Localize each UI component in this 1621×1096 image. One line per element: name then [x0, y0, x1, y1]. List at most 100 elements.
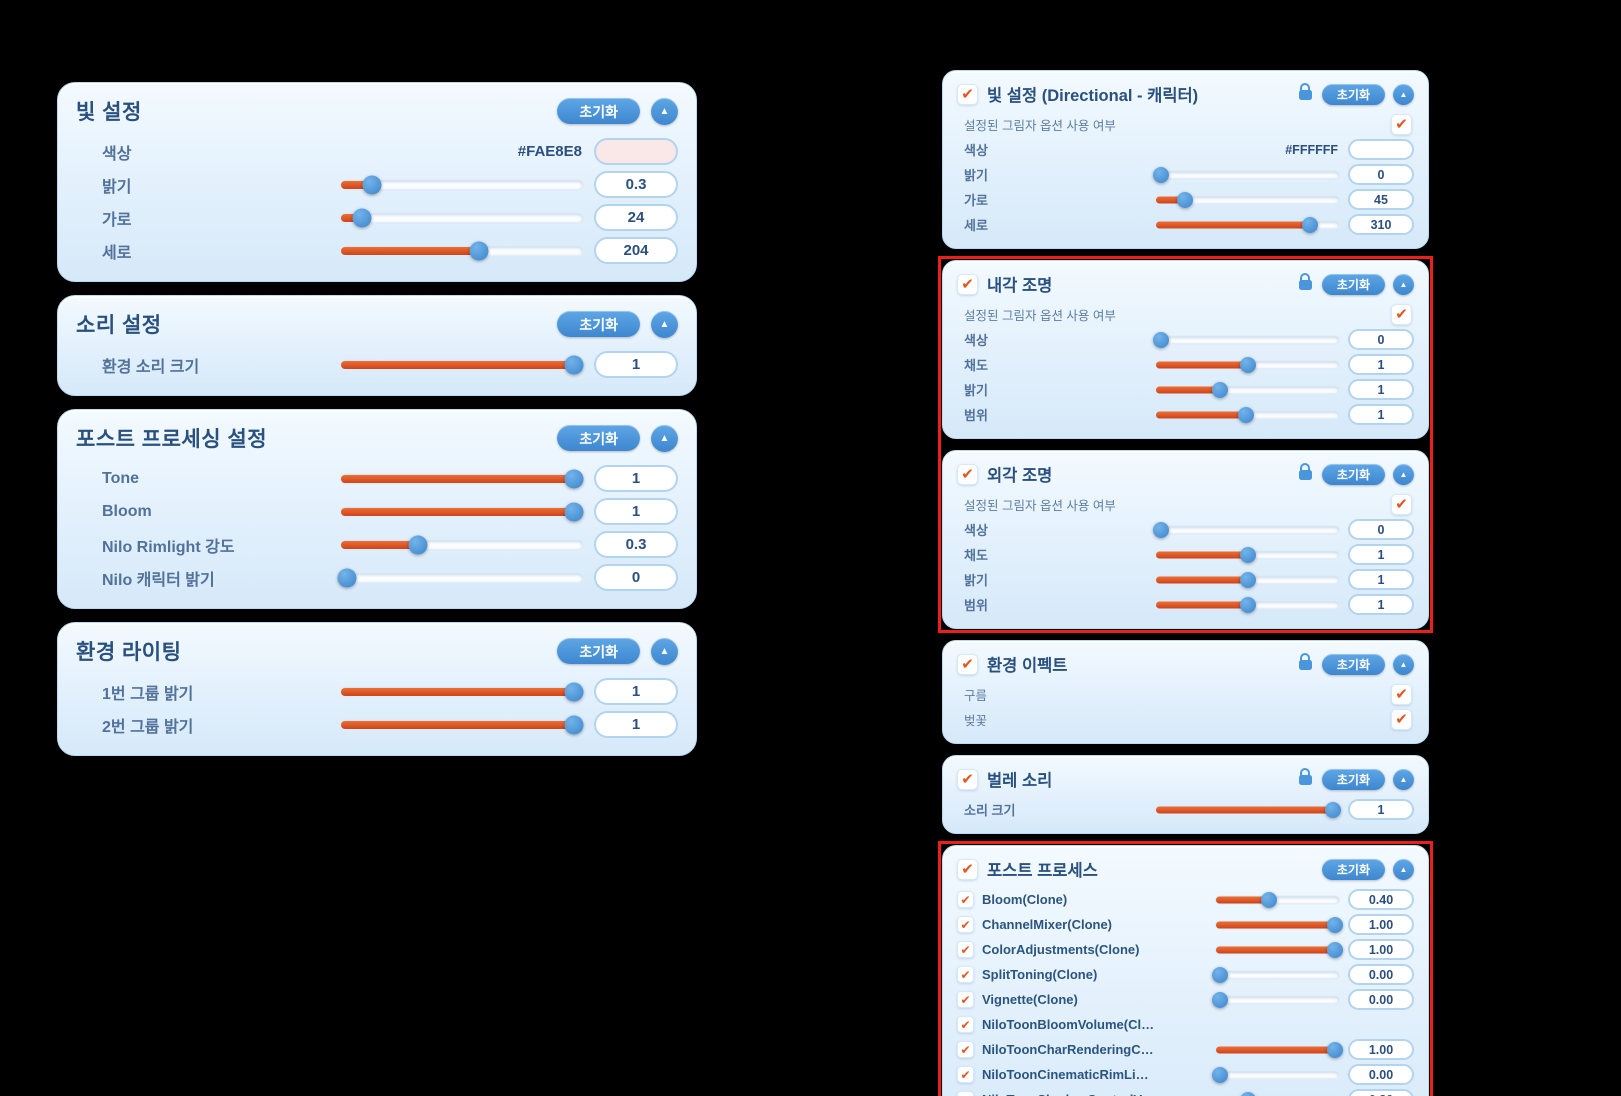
slider-track[interactable]: [1215, 995, 1340, 1004]
reset-button[interactable]: 초기화: [1321, 273, 1385, 295]
option-checkbox[interactable]: ✔: [1391, 494, 1412, 515]
slider[interactable]: [1215, 916, 1343, 933]
slider[interactable]: [1215, 941, 1343, 958]
enable-checkbox[interactable]: ✔: [957, 463, 978, 485]
reset-button[interactable]: 초기화: [1321, 768, 1385, 790]
slider[interactable]: [1155, 381, 1340, 398]
slider-thumb[interactable]: [1302, 216, 1319, 233]
lock-icon[interactable]: [1298, 653, 1312, 670]
reset-button[interactable]: 초기화: [557, 311, 640, 337]
slider[interactable]: [1152, 521, 1340, 538]
reset-button[interactable]: 초기화: [1321, 653, 1385, 675]
slider-thumb[interactable]: [1152, 521, 1169, 538]
effect-checkbox[interactable]: ✔: [957, 1041, 974, 1058]
reset-button[interactable]: 초기화: [557, 98, 640, 124]
option-checkbox[interactable]: ✔: [1391, 304, 1412, 325]
slider[interactable]: [1212, 966, 1340, 983]
collapse-button[interactable]: ▲: [1393, 653, 1414, 675]
slider-thumb[interactable]: [408, 535, 428, 554]
reset-button[interactable]: 초기화: [1321, 463, 1385, 485]
slider-track[interactable]: [1215, 1070, 1340, 1079]
slider[interactable]: [340, 715, 584, 734]
slider-track[interactable]: [340, 539, 584, 550]
slider[interactable]: [340, 175, 584, 194]
enable-checkbox[interactable]: ✔: [957, 83, 978, 105]
collapse-button[interactable]: ▲: [1393, 273, 1414, 295]
enable-checkbox[interactable]: ✔: [957, 653, 978, 675]
reset-button[interactable]: 초기화: [557, 638, 640, 664]
slider[interactable]: [340, 469, 584, 488]
slider[interactable]: [1152, 166, 1340, 183]
collapse-button[interactable]: ▲: [651, 97, 678, 125]
slider-thumb[interactable]: [1239, 356, 1256, 373]
enable-checkbox[interactable]: ✔: [957, 273, 978, 295]
collapse-button[interactable]: ▲: [651, 310, 678, 338]
slider[interactable]: [340, 682, 584, 701]
slider-track[interactable]: [340, 572, 584, 583]
slider-track[interactable]: [1215, 970, 1340, 979]
collapse-button[interactable]: ▲: [1393, 463, 1414, 485]
slider-track[interactable]: [1155, 385, 1340, 394]
slider[interactable]: [1212, 991, 1340, 1008]
slider-track[interactable]: [1155, 335, 1340, 344]
slider[interactable]: [337, 568, 584, 587]
slider-thumb[interactable]: [1239, 596, 1256, 613]
slider[interactable]: [1155, 216, 1340, 233]
enable-checkbox[interactable]: ✔: [957, 858, 978, 880]
slider-thumb[interactable]: [564, 355, 584, 374]
effect-checkbox[interactable]: ✔: [957, 991, 974, 1008]
slider[interactable]: [1155, 596, 1340, 613]
slider[interactable]: [1155, 356, 1340, 373]
slider[interactable]: [340, 241, 584, 260]
option-checkbox[interactable]: ✔: [1391, 709, 1412, 730]
slider-thumb[interactable]: [564, 715, 584, 734]
effect-checkbox[interactable]: ✔: [957, 1016, 974, 1033]
slider-thumb[interactable]: [564, 469, 584, 488]
effect-checkbox[interactable]: ✔: [957, 891, 974, 908]
slider-thumb[interactable]: [1212, 991, 1228, 1008]
slider[interactable]: [340, 535, 584, 554]
enable-checkbox[interactable]: ✔: [957, 768, 978, 790]
slider-track[interactable]: [1215, 895, 1340, 904]
slider-thumb[interactable]: [1176, 191, 1193, 208]
slider-track[interactable]: [1155, 170, 1340, 179]
reset-button[interactable]: 초기화: [1321, 858, 1385, 880]
slider-thumb[interactable]: [1212, 1066, 1228, 1083]
slider-thumb[interactable]: [1239, 1091, 1256, 1096]
effect-checkbox[interactable]: ✔: [957, 916, 974, 933]
slider[interactable]: [340, 355, 584, 374]
slider-thumb[interactable]: [1239, 571, 1256, 588]
lock-icon[interactable]: [1298, 273, 1312, 290]
color-swatch[interactable]: [1348, 139, 1414, 160]
effect-checkbox[interactable]: ✔: [957, 1091, 974, 1096]
slider-thumb[interactable]: [1152, 331, 1169, 348]
lock-icon[interactable]: [1298, 463, 1312, 480]
slider[interactable]: [1155, 801, 1341, 818]
collapse-button[interactable]: ▲: [651, 424, 678, 452]
lock-icon[interactable]: [1298, 768, 1312, 785]
slider-track[interactable]: [1155, 195, 1340, 204]
collapse-button[interactable]: ▲: [1393, 858, 1414, 880]
slider[interactable]: [1215, 891, 1340, 908]
slider-thumb[interactable]: [352, 208, 372, 227]
effect-checkbox[interactable]: ✔: [957, 1066, 974, 1083]
slider[interactable]: [1215, 1091, 1340, 1096]
slider-thumb[interactable]: [469, 241, 489, 260]
effect-checkbox[interactable]: ✔: [957, 941, 974, 958]
slider-thumb[interactable]: [1327, 941, 1343, 958]
slider[interactable]: [1155, 191, 1340, 208]
slider[interactable]: [340, 208, 584, 227]
option-checkbox[interactable]: ✔: [1391, 684, 1412, 705]
slider-track[interactable]: [1155, 525, 1340, 534]
slider-thumb[interactable]: [1260, 891, 1277, 908]
option-checkbox[interactable]: ✔: [1391, 114, 1412, 135]
slider-thumb[interactable]: [1324, 801, 1341, 818]
slider-thumb[interactable]: [337, 568, 357, 587]
slider[interactable]: [340, 502, 584, 521]
collapse-button[interactable]: ▲: [1393, 83, 1414, 105]
reset-button[interactable]: 초기화: [1321, 83, 1385, 105]
slider-track[interactable]: [340, 212, 584, 223]
slider[interactable]: [1155, 571, 1340, 588]
slider[interactable]: [1152, 331, 1340, 348]
effect-checkbox[interactable]: ✔: [957, 966, 974, 983]
